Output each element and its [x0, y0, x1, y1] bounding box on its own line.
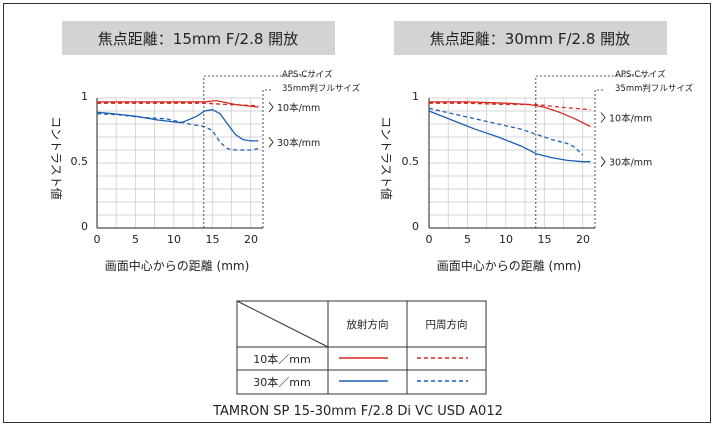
chart-1-xtick-20: 20: [244, 233, 258, 246]
chart-2-ytick-1: 1: [412, 90, 419, 103]
chart-2-title-bg: [394, 21, 667, 55]
chart-1-series-label: 10本/mm: [277, 102, 320, 114]
chart-2-series-3-line: [428, 110, 591, 163]
chart-1-label-pointer: [268, 136, 274, 148]
chart-1-series-4-line: [96, 112, 259, 151]
chart-2-axes: [428, 75, 651, 229]
chart-1-ff-boundary: [262, 89, 273, 228]
chart-2-label-pointer: [600, 112, 606, 123]
chart-2-xtick-15: 15: [538, 233, 552, 246]
chart-1-ytick-0: 0: [81, 220, 88, 233]
chart-1-series-2-line: [97, 102, 259, 107]
chart-2-grid: [429, 97, 595, 229]
legend-table: 放射方向 円周方向 10本／mm 30本／mm: [236, 300, 487, 395]
chart-2-annot-apsc: APS-Cサイズ: [615, 69, 666, 80]
chart-2-ylabel: コントラスト値: [379, 116, 394, 200]
chart-2-ff-boundary: [594, 89, 605, 228]
legend-row-30-label: 30本／mm: [253, 375, 310, 389]
legend-col-radial: 放射方向: [347, 318, 389, 331]
chart-2-apsc-boundary: [535, 75, 651, 228]
chart-2-annot-ff: 35mm判フルサイズ: [615, 83, 694, 94]
chart-1-apsc-boundary: [203, 75, 319, 228]
chart-2-series-2-line: [429, 102, 591, 111]
chart-1-annot-apsc: APS-Cサイズ: [282, 69, 333, 80]
chart-2-xtick-5: 5: [464, 233, 471, 246]
chart-2-ytick-05: 0.5: [402, 155, 420, 168]
mtf-svg: 焦点距離：15mm F/2.8 開放 APS-Cサイズ 35mm判フルサイズ 1…: [49, 21, 694, 419]
legend-corner-diagonal: [236, 300, 329, 348]
chart-2-series: [428, 101, 591, 163]
chart-1-ytick-05: 0.5: [71, 155, 89, 168]
chart-1-ylabel: コントラスト値: [49, 116, 64, 200]
chart-2-ytick-0: 0: [412, 220, 419, 233]
chart-1-series-1-line: [97, 99, 259, 108]
chart-1-xtick-0: 0: [94, 233, 101, 246]
chart-1-xtick-5: 5: [132, 233, 139, 246]
chart-1-grid: [97, 97, 263, 229]
chart-2-line-labels: 10本/mm 30本/mm: [600, 112, 652, 169]
chart-1-ytick-1: 1: [81, 90, 88, 103]
chart-1-title-bg: [62, 21, 335, 55]
chart-2-series-1-line: [429, 101, 591, 128]
chart-1-annot-ff: 35mm判フルサイズ: [282, 83, 361, 94]
legend-col-tangential: 円周方向: [426, 318, 468, 331]
mtf-figure: 焦点距離：15mm F/2.8 開放 APS-Cサイズ 35mm判フルサイズ 1…: [3, 3, 711, 423]
legend-row-10-label: 10本／mm: [253, 352, 310, 366]
chart-2: 焦点距離：30mm F/2.8 開放 APS-Cサイズ 35mm判フルサイズ 1…: [379, 21, 694, 273]
chart-1: 焦点距離：15mm F/2.8 開放 APS-Cサイズ 35mm判フルサイズ 1…: [49, 21, 361, 273]
chart-2-series-label: 10本/mm: [609, 113, 652, 125]
chart-2-series-label: 30本/mm: [609, 157, 652, 169]
chart-1-xtick-15: 15: [206, 233, 220, 246]
chart-2-xlabel: 画面中心からの距離 (mm): [437, 258, 582, 273]
chart-2-xtick-20: 20: [576, 233, 590, 246]
lens-footer: TAMRON SP 15-30mm F/2.8 Di VC USD A012: [212, 404, 503, 419]
chart-2-xtick-10: 10: [499, 233, 513, 246]
chart-1-line-labels: 10本/mm 30本/mm: [268, 101, 320, 149]
chart-1-label-pointer: [268, 101, 274, 113]
chart-1-title: 焦点距離：15mm F/2.8 開放: [98, 30, 298, 48]
chart-1-xlabel: 画面中心からの距離 (mm): [105, 258, 250, 273]
chart-2-title: 焦点距離：30mm F/2.8 開放: [430, 30, 630, 48]
chart-1-xtick-10: 10: [167, 233, 181, 246]
chart-1-series-label: 30本/mm: [277, 137, 320, 149]
chart-1-series: [96, 99, 259, 151]
chart-2-series-4-line: [428, 107, 584, 156]
chart-2-label-pointer: [600, 156, 606, 167]
chart-2-xtick-0: 0: [426, 233, 433, 246]
chart-1-axes: [96, 75, 319, 229]
